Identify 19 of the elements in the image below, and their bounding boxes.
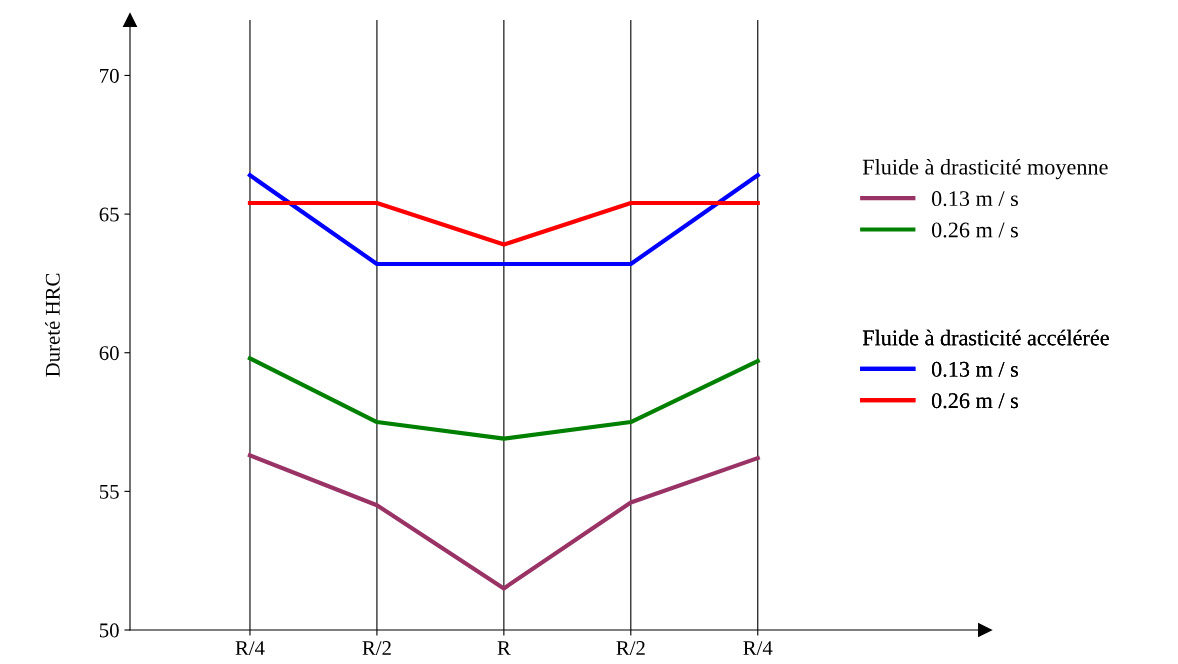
x-tick-label: R/4 (743, 641, 773, 656)
text: Fluide à drasticité moyenne (862, 158, 1108, 180)
text: Fluide à drasticité accélérée (862, 329, 1109, 346)
x-tick-label: R/2 (616, 641, 645, 656)
x-tick-label: R/2 (362, 641, 391, 656)
line-series (247, 453, 760, 591)
y-tick-label: 60 (99, 346, 119, 361)
x-tick-label: R/4 (235, 641, 265, 656)
y-tick-label: 65 (99, 207, 119, 222)
y-tick-label: 55 (99, 484, 119, 499)
legend-label: 0.13 m / s (931, 361, 1018, 377)
y-axis-title: Dureté HRC (45, 273, 60, 377)
legend-label: 0.26 m / s (931, 222, 1018, 238)
x-tick-label: R (497, 641, 511, 655)
legend-label: 0.26 m / s (931, 393, 1018, 409)
line-series (247, 356, 760, 441)
legend-label: 0.13 m / s (931, 191, 1018, 207)
y-tick-label: 70 (100, 68, 119, 83)
y-tick-label: 50 (99, 623, 119, 638)
